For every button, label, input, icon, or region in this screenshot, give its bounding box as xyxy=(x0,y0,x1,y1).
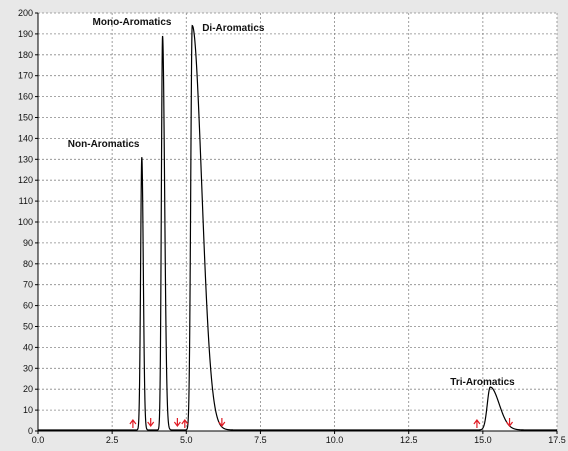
y-tick-label: 60 xyxy=(23,301,33,311)
y-tick-label: 180 xyxy=(18,50,33,60)
y-tick-label: 0 xyxy=(28,426,33,436)
y-tick-label: 50 xyxy=(23,322,33,332)
y-tick-label: 190 xyxy=(18,29,33,39)
y-tick-label: 70 xyxy=(23,280,33,290)
y-tick-label: 80 xyxy=(23,259,33,269)
y-tick-label: 110 xyxy=(19,196,33,206)
y-tick-label: 120 xyxy=(18,175,33,185)
integration-arrow-up xyxy=(473,419,481,428)
y-tick-label: 140 xyxy=(18,133,33,143)
peak-label-non-aromatics: Non-Aromatics xyxy=(68,139,140,150)
peak-label-tri-aromatics: Tri-Aromatics xyxy=(450,377,515,388)
integration-arrow-down xyxy=(218,418,226,427)
y-tick-label: 10 xyxy=(23,405,33,415)
y-tick-label: 40 xyxy=(23,342,33,352)
y-tick-label: 150 xyxy=(18,113,33,123)
peak-label-mono-aromatics: Mono-Aromatics xyxy=(93,17,172,28)
y-tick-label: 200 xyxy=(18,8,33,18)
integration-arrow-down xyxy=(506,418,514,427)
chromatogram-line xyxy=(38,24,557,431)
integration-arrow-down xyxy=(173,418,181,427)
x-tick-label: 17.5 xyxy=(548,435,566,445)
integration-arrow-up xyxy=(181,419,189,428)
y-tick-label: 100 xyxy=(18,217,33,227)
x-tick-label: 15.0 xyxy=(474,435,492,445)
integration-arrow-down xyxy=(147,418,155,427)
peak-label-di-aromatics: Di-Aromatics xyxy=(202,23,265,34)
y-tick-label: 130 xyxy=(18,154,33,164)
x-tick-label: 0.0 xyxy=(32,435,45,445)
x-tick-label: 2.5 xyxy=(106,435,119,445)
y-tick-label: 20 xyxy=(23,384,33,394)
x-tick-label: 5.0 xyxy=(180,435,193,445)
x-tick-label: 10.0 xyxy=(326,435,344,445)
integration-arrow-up xyxy=(129,419,137,428)
y-tick-label: 160 xyxy=(18,92,33,102)
x-tick-label: 7.5 xyxy=(254,435,267,445)
y-tick-label: 90 xyxy=(23,238,33,248)
y-tick-label: 170 xyxy=(18,71,33,81)
x-tick-label: 12.5 xyxy=(400,435,418,445)
y-tick-label: 30 xyxy=(23,363,33,373)
